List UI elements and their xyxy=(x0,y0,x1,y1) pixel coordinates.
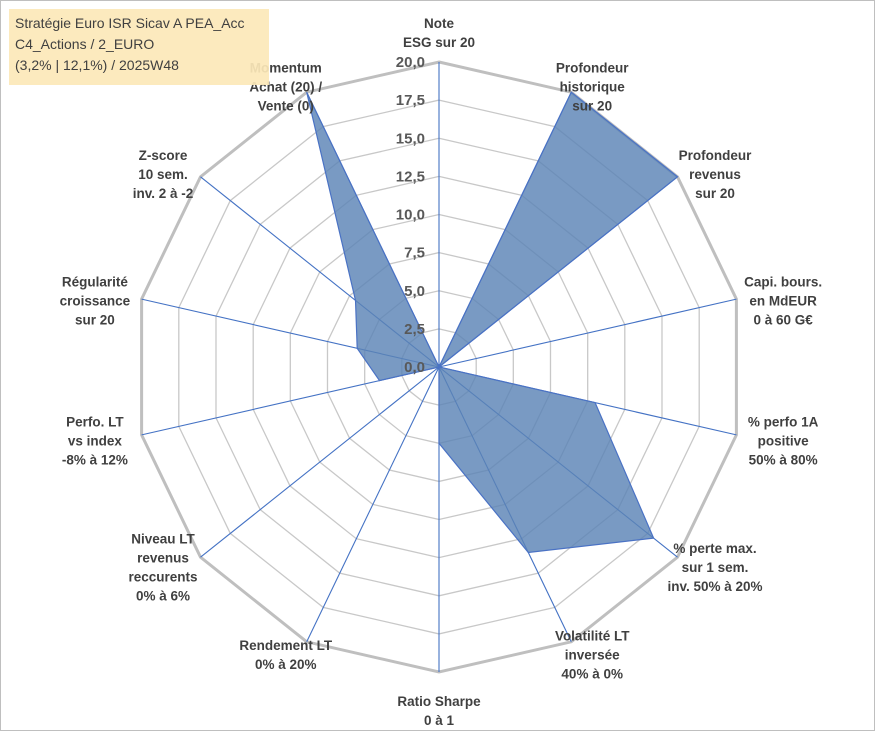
tick-label: 5,0 xyxy=(404,283,425,300)
axis-label-line: Rendement LT xyxy=(239,638,333,653)
axis-label-12: Régularité croissance sur 20 xyxy=(60,274,131,327)
series-area xyxy=(306,91,679,554)
axis-label-line: Ratio Sharpe xyxy=(397,694,481,709)
axis-label-1: Note ESG sur 20 xyxy=(403,16,475,50)
axis-label-line: en MdEUR xyxy=(749,293,817,308)
tick-label: 10,0 xyxy=(396,207,425,224)
axis-label-line: reccurents xyxy=(128,569,197,584)
axis-label-line: % perfo 1A xyxy=(748,415,819,430)
data-series xyxy=(306,91,679,554)
axis-label-13: Z-score 10 sem. inv. 2 à -2 xyxy=(133,148,194,201)
axis-label-line: -8% à 12% xyxy=(62,453,128,468)
axis-label-3: Profondeur revenus sur 20 xyxy=(679,148,752,201)
axis-label-line: sur 20 xyxy=(75,312,115,327)
axis-label-line: croissance xyxy=(60,293,131,308)
axis-label-8: Ratio Sharpe 0 à 1 xyxy=(397,694,481,728)
axis-label-line: 0% à 6% xyxy=(136,588,190,603)
axis-label-line: positive xyxy=(758,434,810,449)
axis-label-line: 50% à 80% xyxy=(749,453,818,468)
info-box xyxy=(9,9,269,85)
axis-label-line: sur 1 sem. xyxy=(682,560,749,575)
tick-label: 2,5 xyxy=(404,321,425,338)
axis-label-line: historique xyxy=(560,80,626,95)
axis-label-line: 0 à 60 G€ xyxy=(753,312,813,327)
tick-label: 7,5 xyxy=(404,245,425,262)
tick-label: 17,5 xyxy=(396,92,425,109)
axis-label-line: ESG sur 20 xyxy=(403,35,475,50)
axis-label-line: 10 sem. xyxy=(138,167,188,182)
axis-label-line: revenus xyxy=(137,550,189,565)
axis-label-line: Z-score xyxy=(139,148,188,163)
tick-label: 20,0 xyxy=(396,54,425,71)
axis-label-4: Capi. bours. en MdEUR 0 à 60 G€ xyxy=(744,274,822,327)
axis-spoke xyxy=(438,298,737,368)
radial-tick-labels: 0,0 2,5 5,0 7,5 10,0 12,5 15,0 17,5 20,0 xyxy=(396,54,425,376)
axis-label-line: sur 20 xyxy=(695,186,735,201)
axis-label-6: % perte max. sur 1 sem. inv. 50% à 20% xyxy=(667,541,762,594)
axis-label-line: Perfo. LT xyxy=(66,415,124,430)
axis-label-line: Régularité xyxy=(62,274,129,289)
axis-label-7: Volatilité LT inversée 40% à 0% xyxy=(555,628,630,681)
axis-label-line: 40% à 0% xyxy=(561,666,623,681)
axis-spoke xyxy=(200,366,440,558)
axis-label-line: Profondeur xyxy=(556,61,629,76)
axis-label-line: revenus xyxy=(689,167,741,182)
axis-label-line: inv. 2 à -2 xyxy=(133,186,194,201)
axis-label-line: Capi. bours. xyxy=(744,274,822,289)
axis-label-line: Profondeur xyxy=(679,148,752,163)
axis-label-line: inv. 50% à 20% xyxy=(667,579,762,594)
axis-label-9: Rendement LT 0% à 20% xyxy=(239,638,333,672)
axis-label-line: Volatilité LT xyxy=(555,628,630,643)
info-text: Stratégie Euro ISR Sicav A PEA_Acc C4_Ac… xyxy=(15,13,245,76)
axis-label-10: Niveau LT revenus reccurents 0% à 6% xyxy=(128,531,197,603)
axis-spoke xyxy=(306,366,440,643)
axis-label-11: Perfo. LT vs index -8% à 12% xyxy=(62,415,128,468)
tick-label: 15,0 xyxy=(396,130,425,147)
info-line-stats: (3,2% | 12,1%) / 2025W48 xyxy=(15,57,179,73)
axis-label-2: Profondeur historique sur 20 xyxy=(556,61,629,114)
axis-label-line: % perte max. xyxy=(673,541,756,556)
axis-label-line: vs index xyxy=(68,434,123,449)
axis-label-line: 0 à 1 xyxy=(424,713,455,728)
tick-label: 12,5 xyxy=(396,168,425,185)
axis-label-line: 0% à 20% xyxy=(255,657,317,672)
axis-labels: Note ESG sur 20 Profondeur historique sur 20… xyxy=(60,16,822,728)
axis-label-line: inversée xyxy=(565,647,620,662)
axis-label-5: % perfo 1A positive 50% à 80% xyxy=(748,415,819,468)
info-line-fund-name: Stratégie Euro ISR Sicav A PEA_Acc xyxy=(15,15,245,31)
axis-label-line: Note xyxy=(424,16,454,31)
axis-label-line: sur 20 xyxy=(572,99,612,114)
info-line-category: C4_Actions / 2_EURO xyxy=(15,36,155,52)
axis-label-line: Vente (0) xyxy=(258,99,314,114)
tick-label: 0,0 xyxy=(404,359,425,376)
axis-label-line: Niveau LT xyxy=(131,531,195,546)
